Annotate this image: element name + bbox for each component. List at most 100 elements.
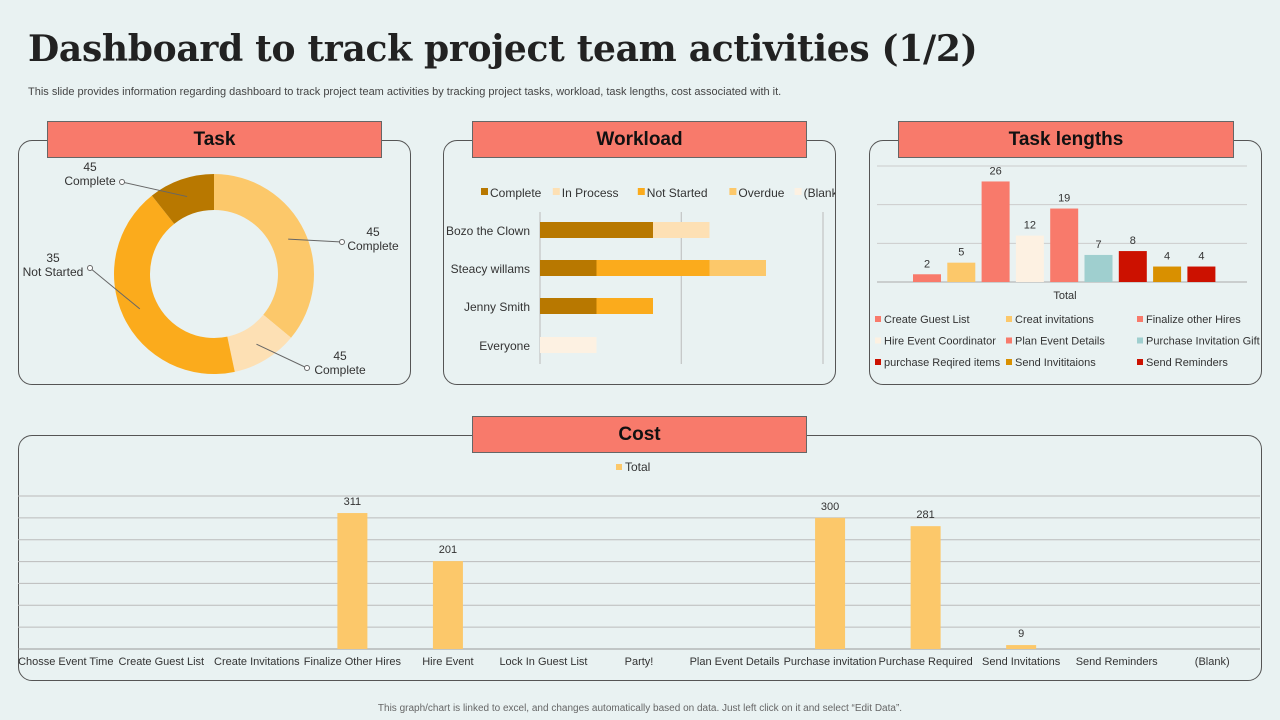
task-leader-dot-0 bbox=[339, 239, 345, 245]
workload-bar-0-0[interactable] bbox=[540, 222, 653, 238]
task-callout-label-3: Complete bbox=[64, 174, 116, 188]
tasklen-bar-value-7: 4 bbox=[1164, 251, 1170, 263]
tasklen-legend-swatch-3 bbox=[875, 337, 881, 344]
tasklen-bar-4[interactable] bbox=[1050, 208, 1079, 282]
workload-legend-swatch-0 bbox=[481, 188, 488, 195]
cost-bar-10[interactable] bbox=[1006, 645, 1037, 649]
cost-category-label-5: Lock In Guest List bbox=[499, 656, 587, 668]
cost-category-label-8: Purchase invitation bbox=[784, 656, 877, 668]
workload-legend-label-1: In Process bbox=[562, 186, 619, 200]
task-slice-1[interactable] bbox=[227, 314, 292, 372]
tasklen-bar-8[interactable] bbox=[1187, 266, 1216, 282]
tasklen-bar-2[interactable] bbox=[981, 181, 1010, 282]
tasklen-legend-swatch-5 bbox=[1137, 337, 1143, 344]
task-lengths-bar-chart[interactable]: 2 5 26 12 19 7 8 4 4 Total Create Guest List Creat … bbox=[869, 140, 1261, 384]
task-slice-3[interactable] bbox=[151, 174, 214, 224]
tasklen-bar-value-6: 8 bbox=[1130, 235, 1136, 247]
cost-category-label-11: Send Reminders bbox=[1076, 656, 1158, 668]
task-leader-dot-1 bbox=[304, 365, 310, 371]
tasklen-legend-swatch-6 bbox=[875, 359, 881, 365]
workload-category-label-1: Steacy willams bbox=[451, 262, 530, 276]
cost-category-label-9: Purchase Required bbox=[879, 656, 973, 668]
workload-legend-swatch-3 bbox=[729, 188, 737, 195]
tasklen-bar-3[interactable] bbox=[1015, 235, 1044, 282]
workload-legend-label-0: Complete bbox=[490, 186, 542, 200]
task-slice-0[interactable] bbox=[214, 174, 314, 338]
workload-legend-label-2: Not Started bbox=[647, 186, 708, 200]
task-callout-label-2: Not Started bbox=[23, 265, 84, 279]
cost-category-label-4: Hire Event bbox=[422, 656, 473, 668]
cost-bar-value-8: 300 bbox=[821, 501, 839, 513]
workload-bar-1-0[interactable] bbox=[540, 260, 597, 276]
workload-bar-1-3[interactable] bbox=[709, 260, 767, 276]
tasklen-bar-5[interactable] bbox=[1084, 254, 1113, 282]
task-header: Task bbox=[47, 121, 382, 158]
workload-legend-label-3: Overdue bbox=[738, 186, 784, 200]
tasklen-bar-value-0: 2 bbox=[924, 258, 930, 270]
cost-category-label-0: Chosse Event Time bbox=[18, 656, 113, 668]
tasklen-legend-label-2: Finalize other Hires bbox=[1146, 314, 1241, 326]
workload-category-label-2: Jenny Smith bbox=[464, 300, 530, 314]
cost-category-label-3: Finalize Other Hires bbox=[304, 656, 402, 668]
cost-bar-value-3: 311 bbox=[344, 496, 362, 508]
tasklen-bar-value-4: 19 bbox=[1058, 193, 1070, 205]
tasklen-legend-label-1: Creat invitations bbox=[1015, 314, 1094, 326]
workload-legend-label-4: (Blank) bbox=[804, 186, 835, 200]
tasklen-legend-swatch-8 bbox=[1137, 359, 1143, 365]
tasklen-legend-swatch-0 bbox=[875, 316, 881, 322]
task-callout-value-1: 45 bbox=[333, 349, 347, 363]
workload-bar-2-0[interactable] bbox=[540, 298, 597, 314]
cost-category-label-10: Send Invitations bbox=[982, 656, 1061, 668]
cost-category-label-1: Create Guest List bbox=[119, 656, 205, 668]
tasklen-bar-1[interactable] bbox=[947, 262, 976, 282]
cost-bar-value-4: 201 bbox=[439, 544, 457, 556]
cost-bar-4[interactable] bbox=[432, 561, 463, 649]
workload-legend-swatch-1 bbox=[552, 188, 560, 195]
cost-header: Cost bbox=[472, 416, 807, 453]
cost-bar-chart[interactable]: Total Chosse Event Time Create Guest List C… bbox=[18, 435, 1261, 680]
task-leader-dot-2 bbox=[87, 265, 93, 271]
tasklen-bar-7[interactable] bbox=[1153, 266, 1182, 282]
tasklen-category-label: Total bbox=[1053, 290, 1076, 302]
tasklen-legend-label-0: Create Guest List bbox=[884, 314, 970, 326]
cost-bar-9[interactable] bbox=[910, 526, 941, 649]
workload-bar-chart[interactable]: Complete In Process Not Started Overdue (Bla… bbox=[443, 140, 835, 384]
cost-category-label-6: Party! bbox=[625, 656, 654, 668]
task-callout-value-3: 45 bbox=[83, 160, 97, 174]
task-leader-dot-3 bbox=[119, 179, 125, 185]
cost-bar-3[interactable] bbox=[337, 513, 368, 649]
cost-category-label-7: Plan Event Details bbox=[690, 656, 780, 668]
tasklen-bar-value-8: 4 bbox=[1198, 251, 1204, 263]
tasklen-legend-label-6: purchase Reqired items bbox=[884, 357, 1001, 369]
workload-category-label-3: Everyone bbox=[479, 339, 530, 353]
tasklen-legend-label-4: Plan Event Details bbox=[1015, 336, 1105, 348]
tasklen-legend-label-5: Purchase Invitation Gift bbox=[1146, 336, 1260, 348]
tasklen-legend-swatch-1 bbox=[1006, 316, 1012, 322]
cost-bar-value-10: 9 bbox=[1018, 628, 1024, 640]
workload-header: Workload bbox=[472, 121, 807, 158]
cost-legend-label: Total bbox=[625, 460, 650, 474]
task-callout-label-1: Complete bbox=[314, 363, 366, 377]
tasklen-legend-label-8: Send Reminders bbox=[1146, 357, 1228, 369]
tasklen-bar-6[interactable] bbox=[1118, 251, 1147, 282]
workload-bar-1-2[interactable] bbox=[596, 260, 710, 276]
tasklen-bar-value-3: 12 bbox=[1024, 220, 1036, 232]
footer-note: This graph/chart is linked to excel, and… bbox=[377, 703, 903, 714]
cost-bar-8[interactable] bbox=[815, 517, 846, 649]
cost-category-label-2: Create Invitations bbox=[214, 656, 300, 668]
tasklen-legend-swatch-7 bbox=[1006, 359, 1012, 365]
task-slice-2[interactable] bbox=[114, 195, 235, 374]
task-callout-label-0: Complete bbox=[347, 239, 399, 253]
tasklen-legend-swatch-2 bbox=[1137, 316, 1143, 322]
task-lengths-header: Task lengths bbox=[898, 121, 1234, 158]
tasklen-bar-0[interactable] bbox=[913, 274, 941, 282]
workload-bar-2-2[interactable] bbox=[596, 298, 654, 314]
workload-bar-0-1[interactable] bbox=[653, 222, 710, 238]
workload-bar-3-4[interactable] bbox=[540, 337, 597, 353]
page-title: Dashboard to track project team activiti… bbox=[28, 28, 978, 70]
tasklen-legend-swatch-4 bbox=[1006, 337, 1012, 344]
page-subtitle: This slide provides information regardin… bbox=[28, 86, 782, 98]
task-callout-value-0: 45 bbox=[366, 225, 380, 239]
tasklen-legend-label-7: Send Invititaions bbox=[1015, 357, 1096, 369]
